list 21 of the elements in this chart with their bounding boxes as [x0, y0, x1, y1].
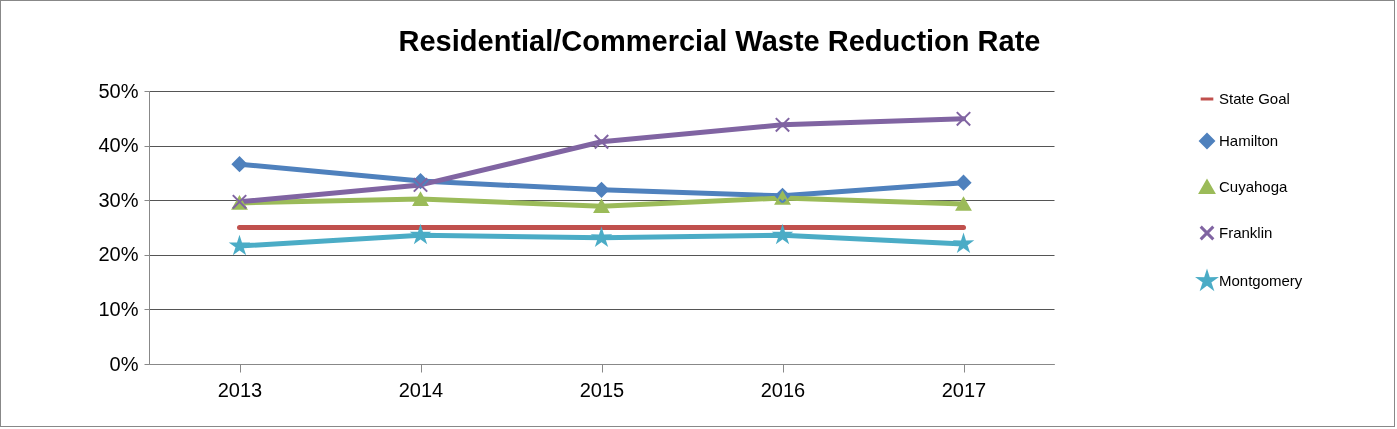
x-tick-label: 2015	[579, 378, 625, 401]
y-tick-label: 40%	[98, 134, 139, 157]
y-tick-label: 0%	[109, 352, 139, 375]
chart-title: Residential/Commercial Waste Reduction Rate	[398, 25, 1041, 57]
legend-label: State Goal	[1219, 90, 1290, 107]
legend-label: Montgomery	[1219, 272, 1303, 289]
x-tick-label: 2014	[398, 378, 444, 401]
y-tick-label: 20%	[98, 243, 139, 266]
legend-label: Franklin	[1219, 224, 1273, 241]
point	[412, 177, 429, 193]
y-tick-label: 50%	[98, 79, 139, 102]
legend-label: Cuyahoga	[1219, 178, 1289, 195]
x-tick-label: 2013	[217, 378, 263, 401]
x-tick-label: 2017	[941, 378, 987, 401]
x-tick-label: 2016	[760, 378, 806, 401]
point	[774, 117, 791, 133]
y-tick-label: 10%	[98, 297, 139, 320]
legend-label: Hamilton	[1219, 132, 1279, 149]
y-tick-label: 30%	[98, 188, 139, 211]
point	[593, 134, 610, 150]
point	[955, 111, 972, 127]
